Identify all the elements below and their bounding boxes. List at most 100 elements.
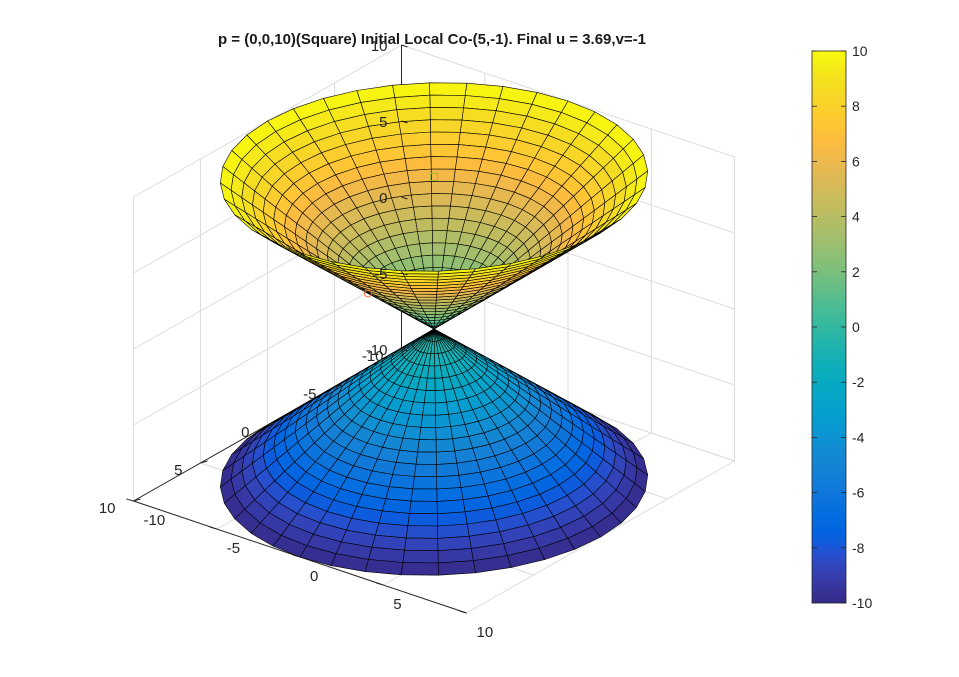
- x-tick-mark: [133, 498, 141, 502]
- surface-patch: [410, 488, 438, 502]
- surface-patch: [430, 131, 461, 145]
- surface-patch: [410, 193, 433, 208]
- surface-patch: [454, 156, 483, 172]
- y-tick-label: 0: [310, 568, 318, 585]
- surface-patch: [436, 511, 468, 527]
- surface-patch: [437, 535, 472, 551]
- colorbar-bar: [811, 50, 847, 604]
- surface-patch: [430, 156, 458, 170]
- z-tick-mark: [401, 44, 408, 48]
- surface-patch: [436, 474, 462, 490]
- surface-patch: [388, 474, 415, 490]
- surface-patch: [434, 401, 449, 416]
- y-tick-label: 5: [393, 596, 401, 613]
- surface-patch: [450, 193, 473, 208]
- x-tick-mark: [200, 460, 208, 464]
- colorbar-tick-label: -10: [852, 595, 872, 611]
- surface-patch: [429, 107, 464, 121]
- surface-patch: [406, 168, 432, 183]
- surface-patch: [400, 270, 439, 275]
- colorbar-tick-label: -8: [852, 540, 865, 556]
- colorbar-tick-label: -6: [852, 485, 865, 501]
- z-tick-mark: [401, 348, 408, 352]
- surface-patch: [422, 402, 436, 416]
- surface-patch: [435, 413, 451, 428]
- surface-patch: [432, 254, 445, 268]
- surface-patch: [431, 193, 453, 207]
- surface-patch: [437, 523, 470, 539]
- surface-patch: [435, 426, 453, 441]
- surface-patch: [400, 131, 432, 147]
- surface-patch: [402, 144, 432, 159]
- axis-ticks: -10 -5 0 5 10 -10 -5 0 5 10 -10 -5 0 5 10: [99, 38, 493, 641]
- markers: [363, 173, 438, 298]
- surface-patch: [409, 500, 438, 515]
- x-tick-label: 10: [99, 500, 116, 517]
- surface-patch: [408, 181, 432, 196]
- colorbar-tick-label: 2: [852, 264, 860, 280]
- z-tick-mark: [401, 272, 408, 276]
- colorbar-tick-label: -4: [852, 429, 865, 445]
- x-tick-mark: [267, 422, 275, 426]
- y-tick-mark: [292, 554, 301, 558]
- colorbar-tick-label: 4: [852, 209, 860, 225]
- z-tick-mark: [401, 196, 408, 200]
- colorbar-tick-label: -2: [852, 374, 865, 390]
- surface-patch: [400, 562, 439, 576]
- z-tick-label: 10: [371, 38, 388, 55]
- surface-patch: [423, 390, 436, 404]
- z-tick-label: -5: [374, 266, 387, 283]
- x-tick-label: -5: [303, 386, 316, 403]
- surface-patch: [431, 181, 455, 195]
- colorbar-tick-label: 6: [852, 153, 860, 169]
- surface-patch: [436, 487, 464, 502]
- surface-patch: [417, 439, 437, 453]
- x-tick-label: -10: [362, 348, 384, 365]
- surface-patch: [429, 119, 463, 133]
- marker-circle: [363, 289, 372, 298]
- z-tick-label: 0: [379, 190, 387, 207]
- surface-patch: [412, 205, 433, 220]
- surface-patch: [434, 389, 447, 404]
- x-tick-label: 0: [241, 424, 249, 441]
- surface-patch: [435, 438, 456, 453]
- surface-patch: [429, 94, 466, 109]
- surface-patch: [405, 525, 439, 539]
- surface-patch: [224, 494, 245, 520]
- y-tick-mark: [376, 582, 384, 586]
- surface-patch: [395, 449, 418, 465]
- surface-patch: [432, 242, 446, 256]
- surface-patch: [413, 463, 437, 478]
- surface-patch: [431, 230, 448, 244]
- colorbar-tick-label: 8: [852, 98, 860, 114]
- y-tick-label: 10: [477, 624, 494, 641]
- surface-patch: [402, 549, 439, 564]
- z-tick-mark: [401, 120, 408, 124]
- surface-patch: [451, 181, 476, 196]
- y-tick-mark: [126, 498, 134, 502]
- colorbar-ticks: -10 -8 -6 -4 -2 0 2 4 6 8 10: [812, 43, 872, 611]
- surface-patch: [430, 168, 456, 182]
- surface-patch: [404, 156, 432, 171]
- surface-patch: [412, 476, 438, 490]
- colorbar-tick-label: 10: [852, 43, 868, 59]
- x-tick-mark: [401, 346, 409, 350]
- surface-patch: [407, 513, 438, 527]
- surface-patch: [429, 82, 468, 96]
- surface-patch: [435, 450, 458, 465]
- colorbar: -10 -8 -6 -4 -2 0 2 4 6 8 10: [811, 43, 872, 611]
- surface-patch: [448, 205, 469, 221]
- surface-patch: [224, 198, 245, 221]
- surface-patch: [431, 205, 451, 219]
- y-tick-mark: [209, 526, 217, 530]
- z-tick-label: -10: [366, 342, 388, 359]
- surface-patch: [415, 451, 437, 465]
- surface-patch: [431, 217, 450, 231]
- surface-patch: [392, 462, 417, 477]
- surface-patch: [404, 537, 439, 551]
- x-tick-mark: [334, 384, 342, 388]
- chart-title: p = (0,0,10)(Square) Initial Local Co-(5…: [218, 31, 646, 48]
- surface-patch: [453, 168, 480, 184]
